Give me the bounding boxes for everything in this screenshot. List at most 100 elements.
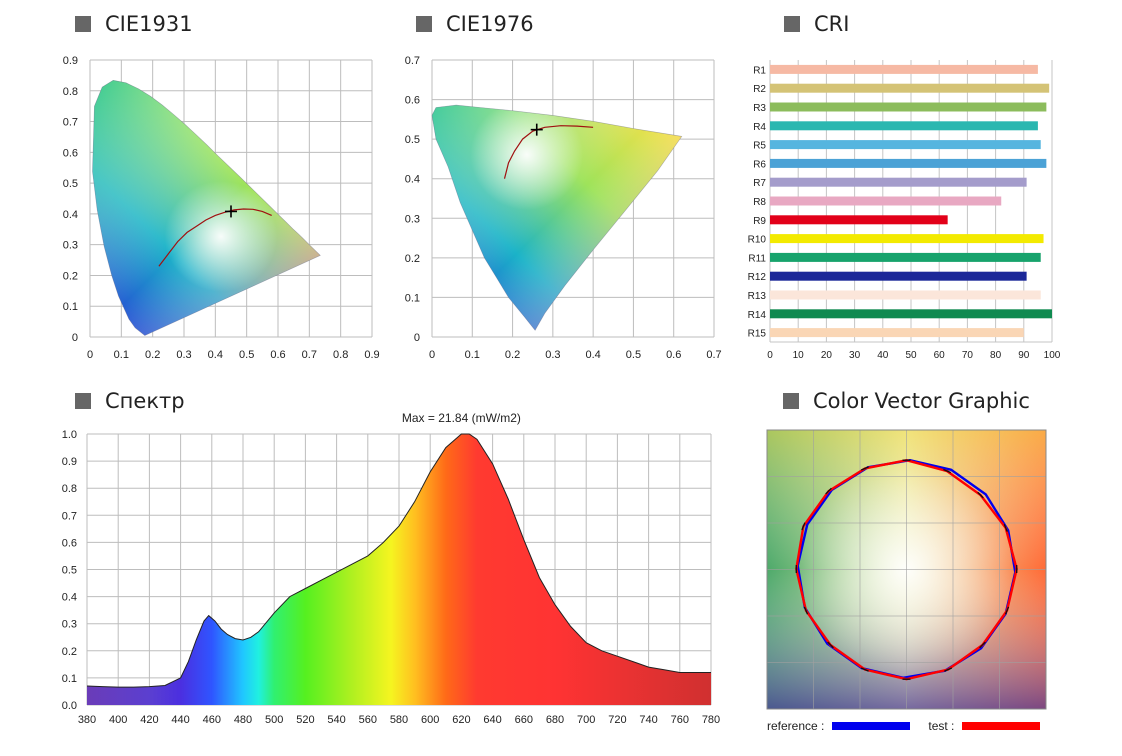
cri-category-label: R13 <box>748 291 767 302</box>
y-tick-label: 0.9 <box>63 55 78 67</box>
x-tick-label: 0.3 <box>545 349 560 361</box>
x-tick-label: 700 <box>577 714 595 726</box>
cri-category-label: R6 <box>753 159 766 170</box>
y-tick-label: 0.3 <box>405 213 420 225</box>
reference-legend-label: reference : <box>767 719 825 733</box>
x-tick-label: 600 <box>421 714 439 726</box>
white-point-glow <box>470 105 584 211</box>
gamut-outline <box>431 104 683 331</box>
cri-bar-r3 <box>770 102 1047 112</box>
y-tick-label: 1.0 <box>62 429 77 441</box>
y-tick-label: 0.6 <box>62 537 77 549</box>
x-tick-label: 520 <box>296 714 314 726</box>
cri-category-label: R3 <box>753 103 766 114</box>
x-tick-label: 0 <box>767 350 773 361</box>
section-marker-icon <box>75 393 91 409</box>
vector-arrow-icon <box>860 667 869 672</box>
section-marker-icon <box>75 16 91 32</box>
vector-arrow-icon <box>827 641 834 649</box>
y-tick-label: 0 <box>72 332 78 344</box>
y-tick-label: 0.7 <box>405 55 420 67</box>
x-tick-label: 10 <box>793 350 805 361</box>
y-tick-label: 0.1 <box>62 673 77 685</box>
cie1976-title-text: CIE1976 <box>446 12 534 36</box>
x-tick-label: 0.2 <box>145 349 160 361</box>
vector-arrow-icon <box>977 491 984 499</box>
cri-bar-r1 <box>770 64 1038 74</box>
cri-category-label: R10 <box>748 235 767 246</box>
x-tick-label: 440 <box>171 714 189 726</box>
cri-category-label: R5 <box>753 141 766 152</box>
x-tick-label: 0.7 <box>706 349 721 361</box>
x-tick-label: 480 <box>234 714 252 726</box>
planckian-locus <box>503 125 594 179</box>
x-tick-label: 760 <box>671 714 689 726</box>
x-tick-label: 0.8 <box>333 349 348 361</box>
y-tick-label: 0.8 <box>62 483 77 495</box>
x-tick-label: 740 <box>639 714 657 726</box>
x-tick-label: 620 <box>452 714 470 726</box>
cri-bar-r15 <box>770 328 1024 338</box>
x-tick-label: 30 <box>849 350 861 361</box>
vector-arrow-icon <box>979 641 986 649</box>
y-tick-label: 0.1 <box>405 292 420 304</box>
y-tick-label: 0.5 <box>62 565 77 577</box>
x-tick-label: 0.2 <box>505 349 520 361</box>
vector-arrow-icon <box>860 466 869 471</box>
cie1976-chart: 0 0.1 0.2 0.3 0.4 0.5 0.6 0.7 0 0.1 0.2 0.3 0.4 0.5 0.… <box>405 55 722 361</box>
planckian-locus <box>158 208 272 267</box>
cri-bar-r10 <box>770 234 1044 244</box>
x-tick-label: 0 <box>429 349 435 361</box>
x-tick-label: 0 <box>87 349 93 361</box>
x-tick-label: 0.5 <box>239 349 254 361</box>
cri-category-label: R4 <box>753 122 766 133</box>
vector-legend: reference : test : <box>767 719 1041 733</box>
vector-arrow-icon <box>803 606 809 615</box>
section-marker-icon <box>784 16 800 32</box>
x-tick-label: 640 <box>483 714 501 726</box>
x-tick-label: 420 <box>140 714 158 726</box>
cri-bar-r12 <box>770 271 1027 281</box>
spectrum-title-text: Спектр <box>105 389 185 413</box>
cri-bar-r5 <box>770 140 1041 150</box>
x-tick-label: 90 <box>1018 350 1030 361</box>
x-tick-label: 0.4 <box>585 349 600 361</box>
cri-category-label: R14 <box>748 310 767 321</box>
y-tick-label: 0.9 <box>62 456 77 468</box>
cri-bar-r13 <box>770 290 1041 300</box>
x-tick-label: 60 <box>934 350 946 361</box>
spectrum-line <box>86 433 711 688</box>
cri-bar-r14 <box>770 309 1052 319</box>
section-marker-icon <box>416 16 432 32</box>
x-tick-label: 560 <box>359 714 377 726</box>
gamut-outline <box>92 79 321 336</box>
vector-arrow-icon <box>1004 606 1010 615</box>
cie1931-chart: 0 0.1 0.2 0.3 0.4 0.5 0.6 0.7 0.8 0.9 0 0.1 0.2 0.3 0.… <box>63 55 380 361</box>
y-tick-label: 0.1 <box>63 301 78 313</box>
y-tick-label: 0 <box>414 332 420 344</box>
cri-category-label: R11 <box>748 253 766 264</box>
cri-title: CRI <box>784 12 849 36</box>
cri-category-label: R2 <box>753 84 766 95</box>
test-legend-swatch <box>962 722 1041 730</box>
x-tick-label: 20 <box>821 350 833 361</box>
y-tick-label: 0.3 <box>63 240 78 252</box>
color-vector-chart <box>766 429 1047 710</box>
cri-category-label: R7 <box>753 178 766 189</box>
y-tick-label: 0.2 <box>405 253 420 265</box>
spectrum-area <box>87 434 711 705</box>
vector-arrow-icon <box>1003 523 1008 532</box>
vector-title-text: Color Vector Graphic <box>813 389 1030 413</box>
y-tick-label: 0.8 <box>63 86 78 98</box>
y-tick-label: 0.6 <box>405 95 420 107</box>
x-tick-label: 0.6 <box>666 349 681 361</box>
vector-frame <box>766 429 1047 710</box>
cri-bar-r11 <box>770 252 1041 262</box>
cri-category-label: R15 <box>748 329 767 340</box>
cri-bar-r2 <box>770 83 1050 93</box>
cri-category-label: R1 <box>753 65 766 76</box>
x-tick-label: 0.9 <box>364 349 379 361</box>
white-point-glow <box>164 181 278 292</box>
x-tick-label: 500 <box>265 714 283 726</box>
x-tick-label: 400 <box>109 714 127 726</box>
